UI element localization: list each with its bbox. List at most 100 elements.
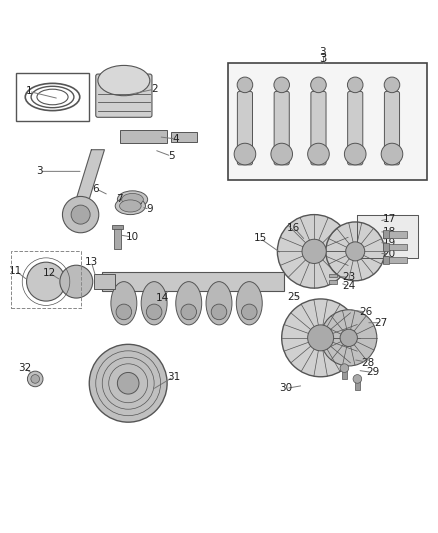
Bar (355, 379, 360, 390)
Circle shape (353, 375, 362, 383)
Circle shape (277, 215, 351, 288)
Text: 10: 10 (126, 232, 139, 242)
Text: 16: 16 (287, 223, 300, 232)
Circle shape (302, 239, 326, 263)
Circle shape (117, 373, 139, 394)
Bar (16, 73, 89, 121)
Bar (94, 274, 115, 289)
Text: 12: 12 (43, 268, 56, 278)
Polygon shape (357, 215, 418, 258)
Bar (114, 228, 121, 249)
Circle shape (347, 77, 363, 93)
FancyBboxPatch shape (311, 91, 326, 165)
Text: 8: 8 (136, 198, 142, 207)
Bar (112, 224, 123, 229)
Text: 6: 6 (92, 184, 99, 193)
Circle shape (63, 197, 99, 233)
Bar (383, 243, 389, 252)
Bar (383, 256, 389, 264)
Circle shape (146, 304, 162, 320)
Circle shape (28, 371, 43, 387)
Circle shape (282, 299, 360, 377)
Ellipse shape (120, 200, 141, 212)
Circle shape (307, 143, 329, 165)
Ellipse shape (98, 66, 150, 96)
Text: 1: 1 (25, 86, 32, 96)
Text: 29: 29 (366, 367, 379, 377)
Text: 2: 2 (151, 84, 157, 94)
Text: 3: 3 (319, 47, 326, 58)
Text: 18: 18 (382, 227, 396, 237)
Text: 4: 4 (173, 134, 179, 144)
Bar (342, 368, 346, 379)
Text: 13: 13 (85, 257, 98, 267)
Circle shape (234, 143, 256, 165)
Text: 3: 3 (36, 166, 43, 176)
Circle shape (60, 265, 93, 298)
Circle shape (311, 77, 326, 93)
FancyBboxPatch shape (237, 91, 253, 165)
Ellipse shape (206, 281, 232, 325)
Bar (11, 252, 81, 308)
Text: 9: 9 (146, 205, 153, 214)
Ellipse shape (122, 193, 143, 206)
Circle shape (237, 77, 253, 93)
Text: 14: 14 (156, 293, 170, 303)
Text: 7: 7 (116, 195, 123, 205)
Circle shape (307, 325, 334, 351)
Ellipse shape (111, 281, 137, 325)
Bar (383, 230, 389, 238)
Text: 30: 30 (279, 383, 293, 393)
Circle shape (381, 143, 403, 165)
Text: 11: 11 (9, 266, 22, 276)
Bar (329, 274, 337, 277)
Text: 20: 20 (382, 248, 396, 259)
FancyBboxPatch shape (274, 91, 289, 165)
Ellipse shape (141, 281, 167, 325)
Circle shape (116, 304, 132, 320)
Polygon shape (74, 150, 104, 206)
Text: 24: 24 (342, 281, 355, 291)
Bar (171, 132, 198, 142)
Ellipse shape (176, 281, 202, 325)
Text: 15: 15 (254, 233, 267, 244)
Ellipse shape (236, 281, 262, 325)
Circle shape (321, 310, 377, 366)
Text: 26: 26 (360, 307, 373, 317)
Circle shape (181, 304, 197, 320)
Text: 17: 17 (382, 214, 396, 224)
Circle shape (27, 262, 66, 301)
Circle shape (271, 143, 293, 165)
Circle shape (31, 375, 39, 383)
Text: 31: 31 (167, 372, 180, 382)
Circle shape (241, 304, 257, 320)
Circle shape (274, 77, 290, 93)
Circle shape (71, 205, 90, 224)
FancyBboxPatch shape (96, 74, 152, 117)
Text: 23: 23 (342, 272, 355, 282)
Bar (102, 272, 284, 291)
Bar (383, 244, 407, 251)
Circle shape (346, 242, 365, 261)
Circle shape (211, 304, 227, 320)
Text: 19: 19 (382, 238, 396, 248)
Circle shape (326, 222, 385, 281)
FancyBboxPatch shape (385, 91, 399, 165)
Circle shape (89, 344, 167, 422)
Text: 5: 5 (168, 151, 175, 161)
Ellipse shape (115, 197, 145, 215)
FancyBboxPatch shape (348, 91, 363, 165)
Ellipse shape (117, 191, 148, 208)
Bar (228, 63, 427, 180)
Bar (120, 130, 167, 143)
Text: 3: 3 (319, 52, 326, 66)
Bar (383, 256, 407, 263)
Circle shape (340, 329, 357, 346)
Text: 32: 32 (18, 363, 31, 373)
Text: 28: 28 (361, 358, 375, 367)
Text: 27: 27 (374, 318, 388, 328)
Circle shape (344, 143, 366, 165)
Text: 25: 25 (287, 292, 300, 302)
Bar (329, 280, 337, 284)
Bar (383, 231, 407, 238)
